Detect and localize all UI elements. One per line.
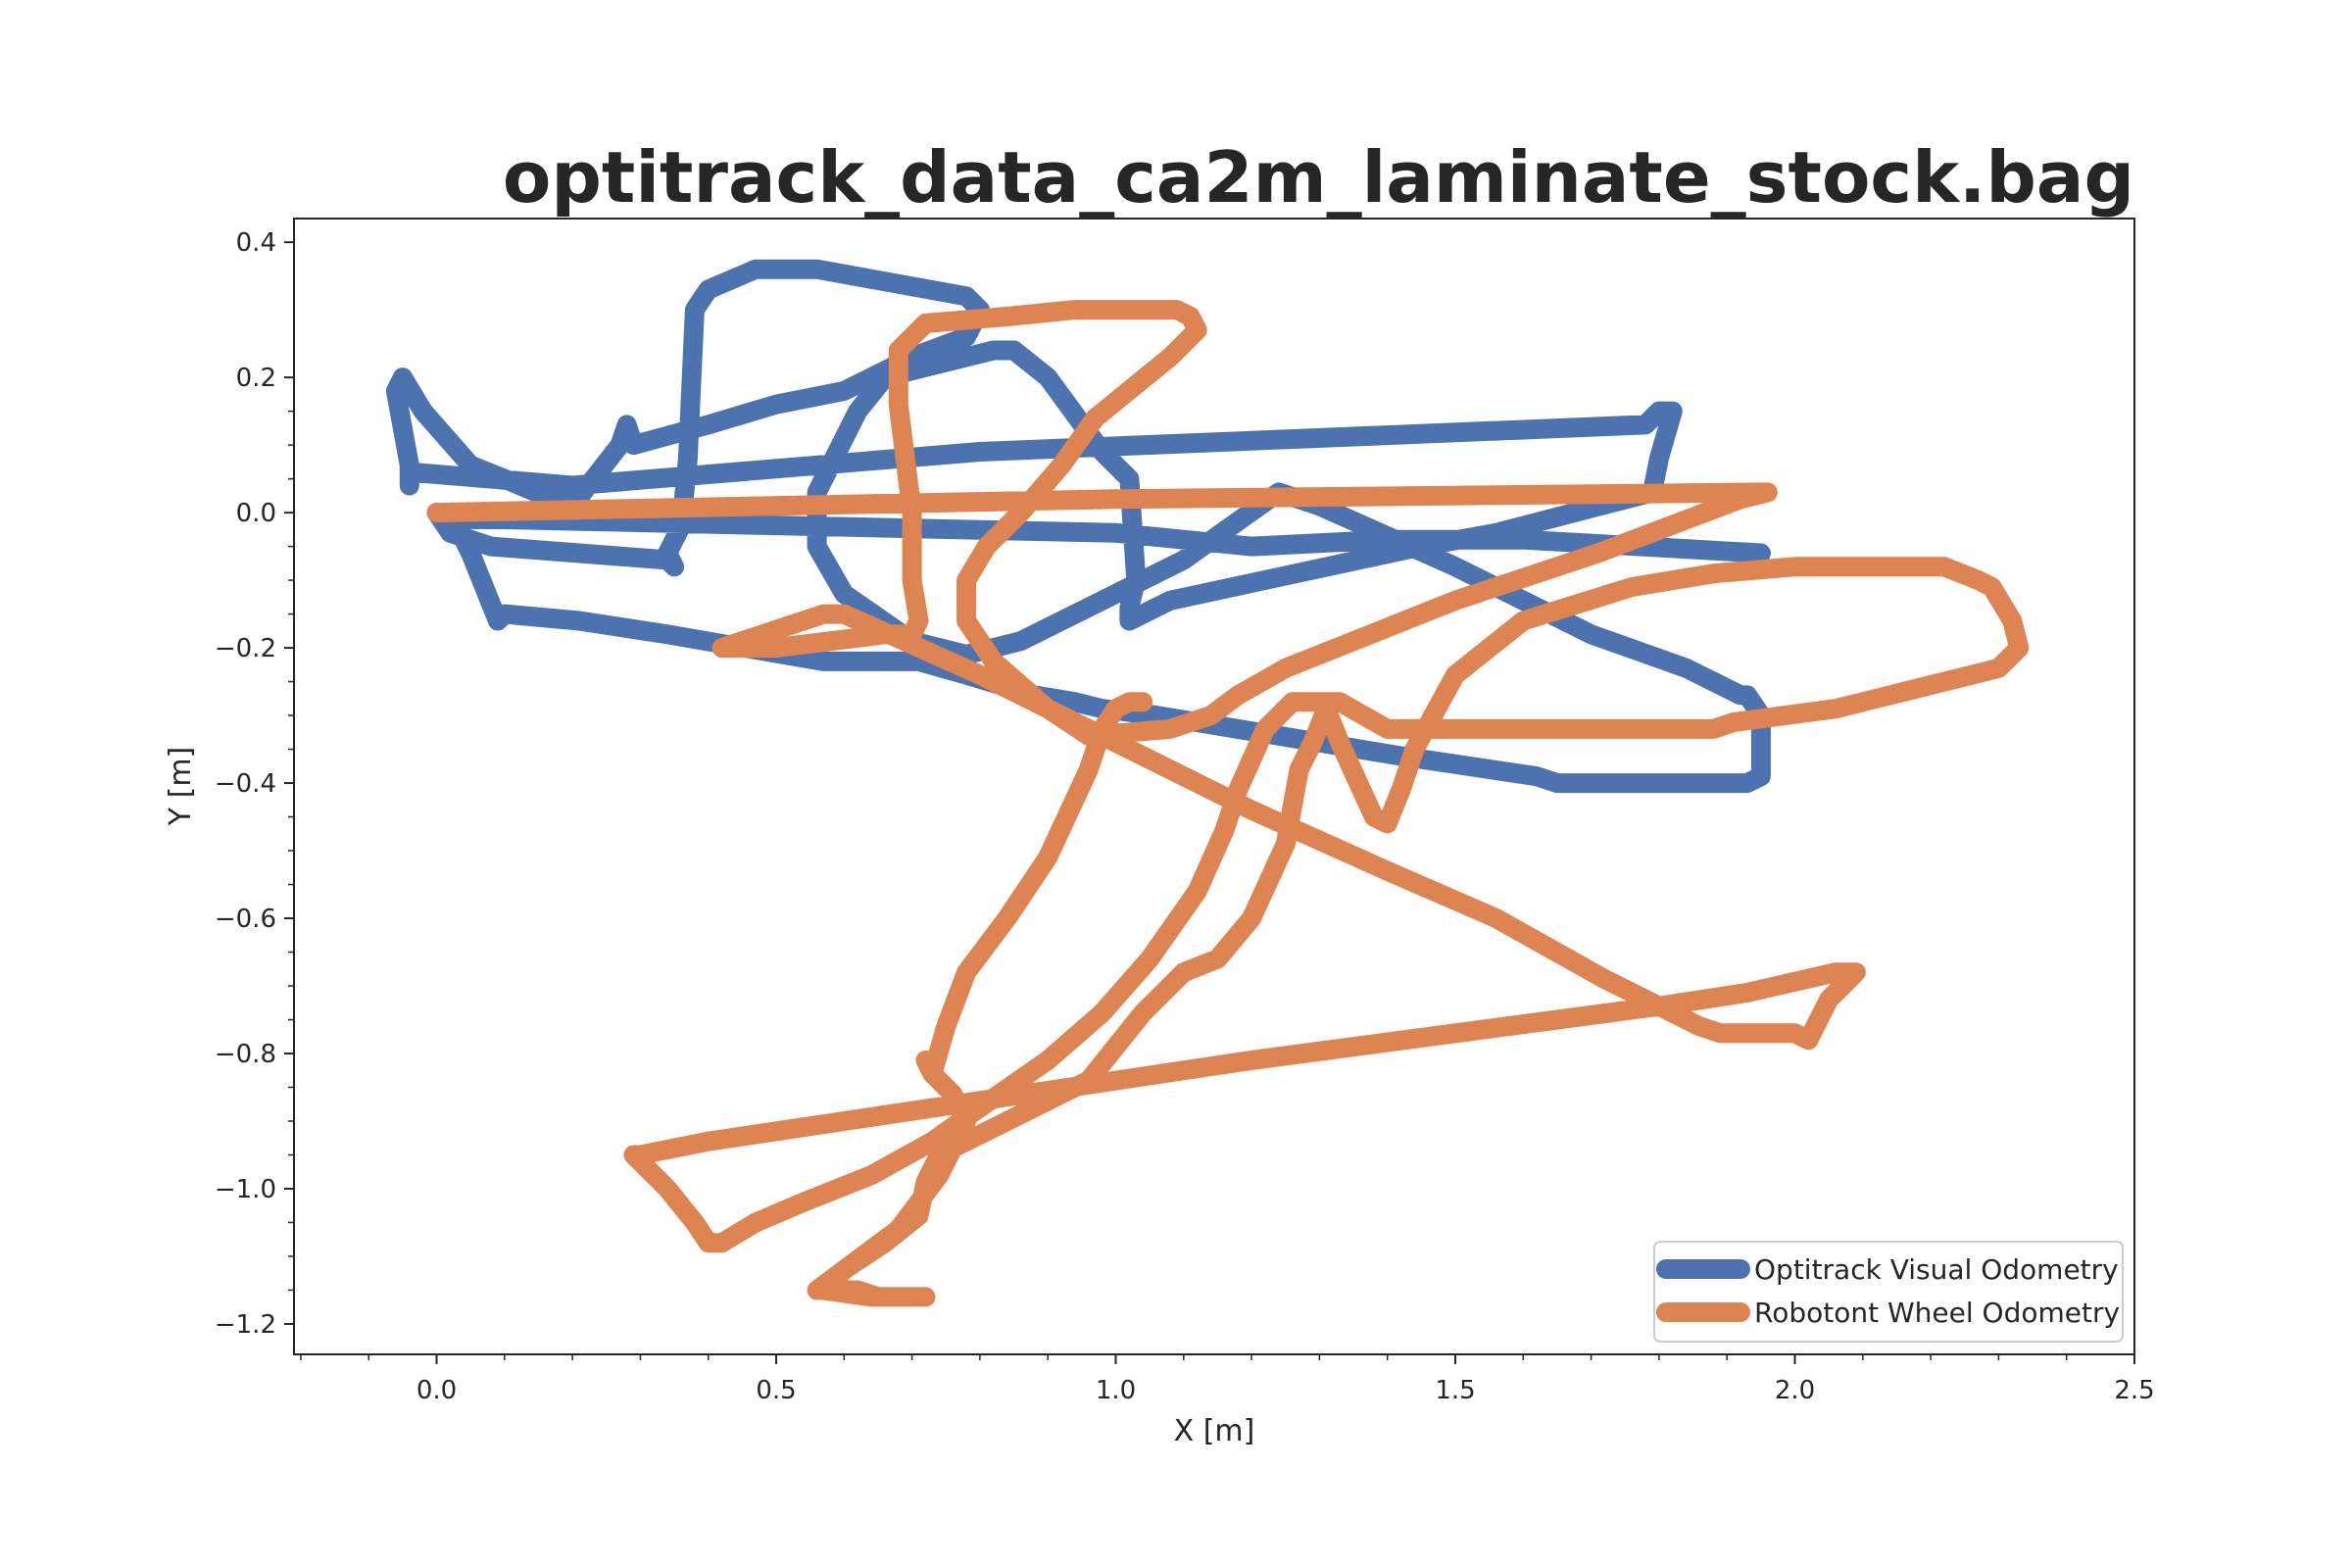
y-tick-label: −0.6 (215, 905, 276, 934)
x-tick-label: 0.0 (416, 1376, 457, 1405)
y-tick-label: 0.0 (236, 499, 276, 528)
x-tick-label: 2.0 (1775, 1376, 1815, 1405)
y-tick-label: −0.2 (215, 634, 276, 663)
x-tick-label: 2.5 (2114, 1376, 2154, 1405)
y-axis-label: Y [m] (164, 747, 198, 827)
y-tick-label: 0.2 (236, 364, 276, 393)
x-tick-label: 1.5 (1435, 1376, 1475, 1405)
x-tick-label: 1.0 (1096, 1376, 1136, 1405)
y-tick-label: −1.2 (215, 1310, 276, 1340)
chart-title: optitrack_data_ca2m_laminate_stock.bag (503, 136, 2134, 219)
y-tick-label: −1.0 (215, 1175, 276, 1204)
y-axis: 0.4 0.2 0.0 −0.2 −0.4 −0.6 −0.8 −1.0 −1.2 (215, 228, 294, 1340)
series-line-1 (426, 300, 2030, 1307)
x-tick-label: 0.5 (756, 1376, 796, 1405)
y-tick-label: −0.4 (215, 769, 276, 799)
legend-box (1653, 1241, 2124, 1343)
legend-label-robotont: Robotont Wheel Odometry (1754, 1297, 2120, 1329)
series-layer (385, 259, 2030, 1307)
legend-label-optitrack: Optitrack Visual Odometry (1754, 1253, 2119, 1286)
plot-frame (293, 218, 2135, 1355)
series-line-0 (385, 259, 1771, 794)
x-axis: 0.0 0.5 1.0 1.5 2.0 2.5 (300, 1354, 2155, 1405)
x-axis-label: X [m] (1174, 1414, 1255, 1448)
y-tick-label: −0.8 (215, 1040, 276, 1069)
y-tick-label: 0.4 (236, 228, 276, 258)
legend: Optitrack Visual Odometry Robotont Wheel… (1653, 1241, 2124, 1343)
